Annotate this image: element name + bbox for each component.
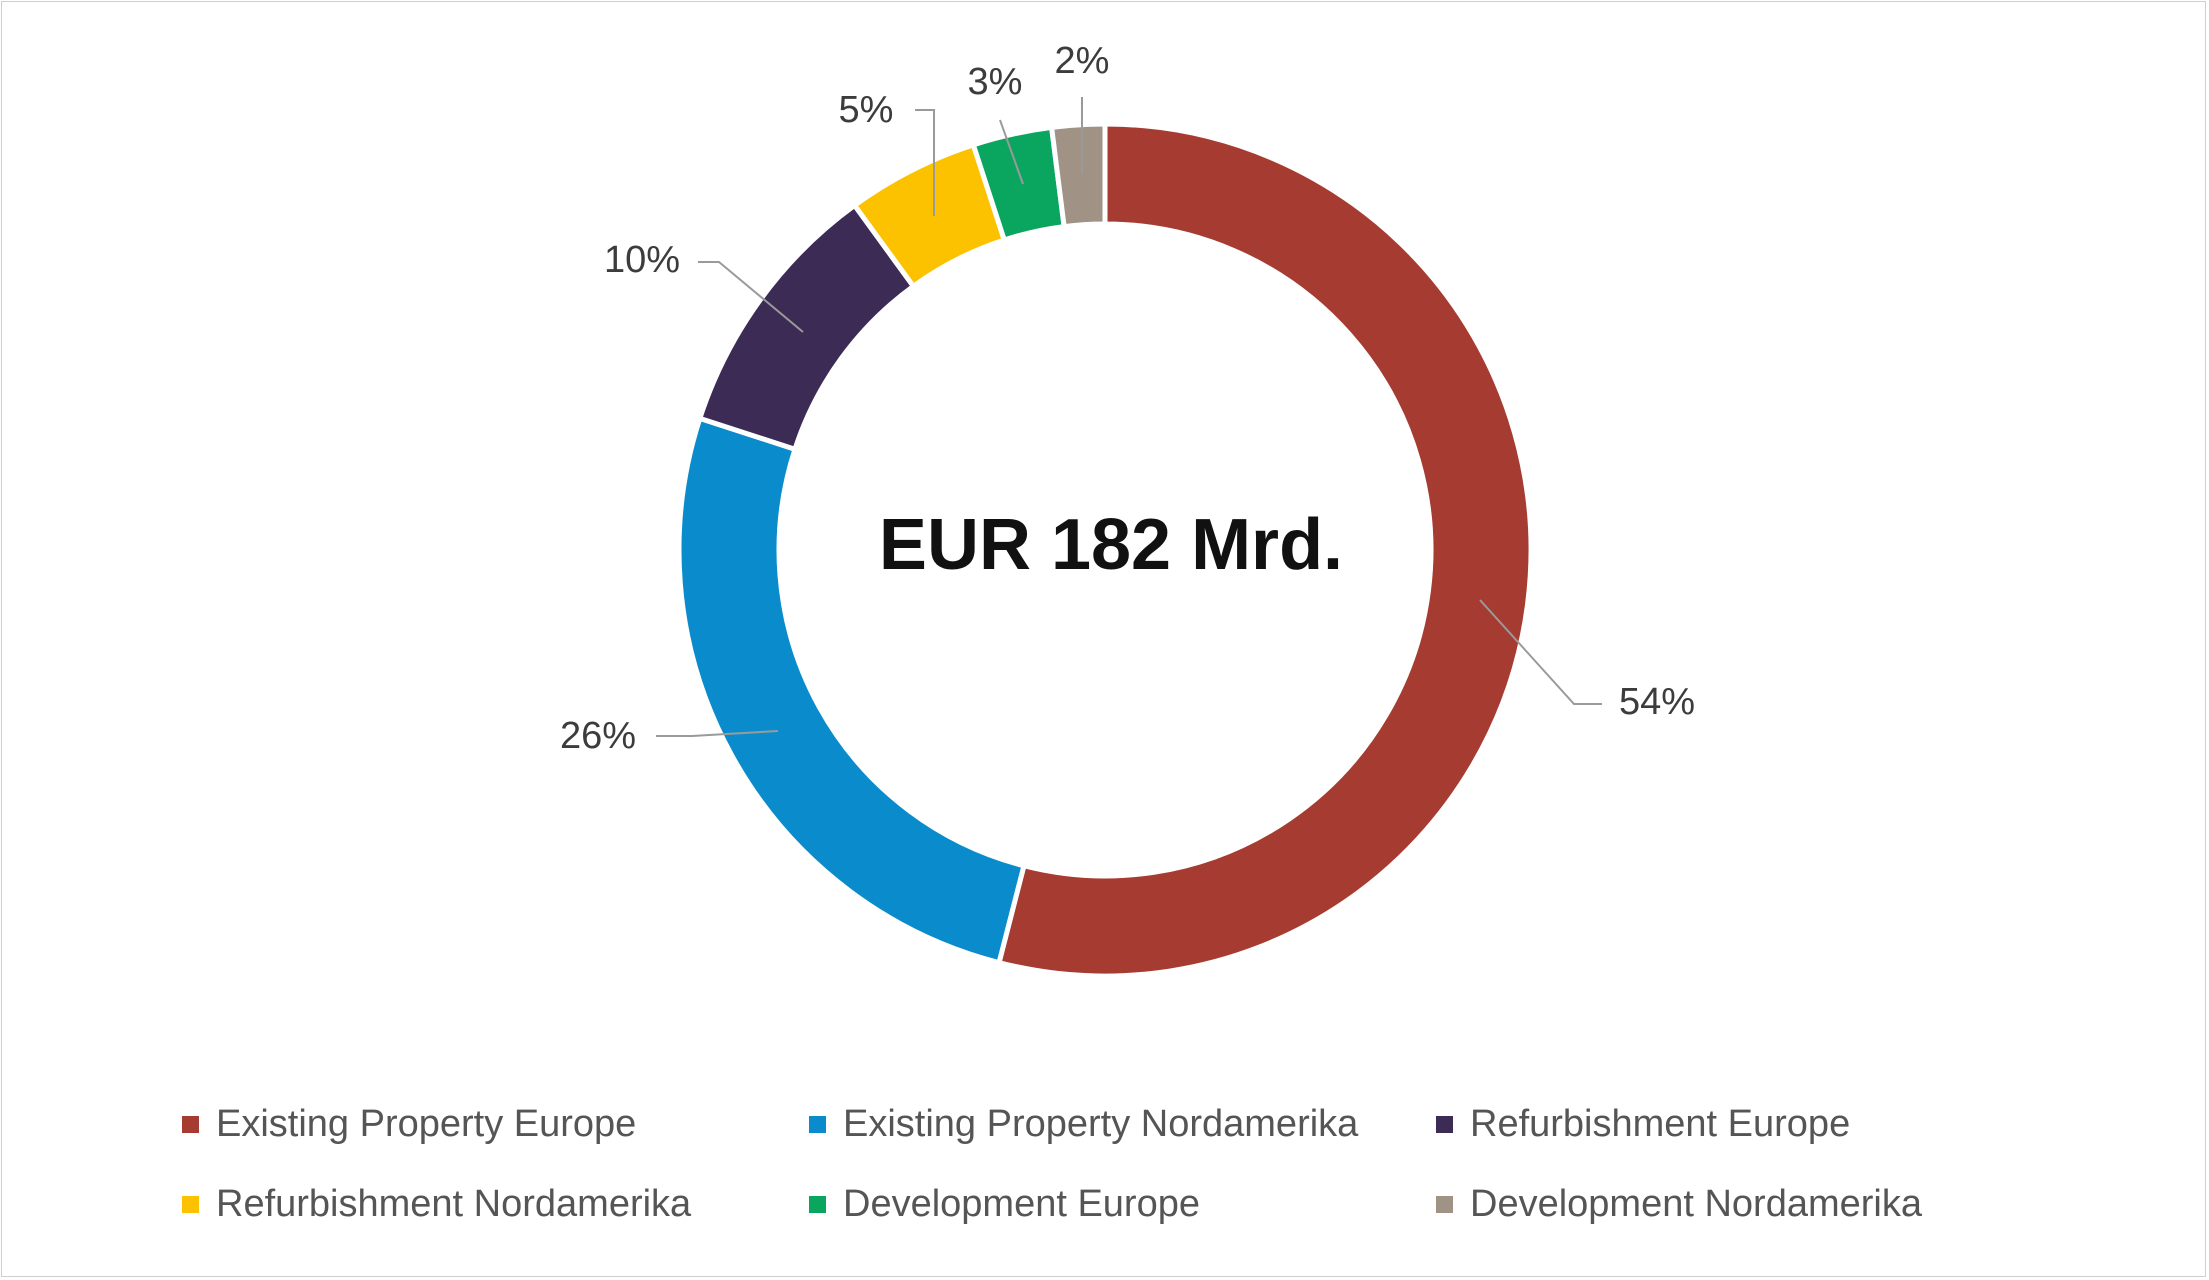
leader-line — [656, 730, 779, 737]
donut-slices — [676, 121, 1534, 979]
legend: Existing Property Europe Existing Propert… — [182, 1102, 2082, 1226]
legend-swatch — [809, 1115, 826, 1133]
value-label: 3% — [968, 61, 1023, 103]
slice-existing-property-europe — [996, 121, 1534, 979]
legend-swatch — [1436, 1115, 1453, 1133]
legend-item: Refurbishment Europe — [1436, 1102, 2063, 1146]
legend-swatch — [182, 1115, 199, 1133]
legend-label: Development Nordamerika — [1470, 1182, 1922, 1225]
value-label: 54% — [1619, 681, 1695, 723]
legend-item: Existing Property Nordamerika — [809, 1102, 1436, 1146]
slice-development-nordamerika — [1048, 121, 1108, 230]
value-labels: 54% 26% 10% 5% 3% 2% — [560, 40, 1695, 757]
center-total-label: EUR 182 Mrd. — [879, 505, 1343, 585]
value-label: 10% — [604, 239, 680, 281]
leader-lines — [656, 97, 1602, 737]
value-label: 2% — [1055, 40, 1110, 82]
legend-label: Refurbishment Nordamerika — [216, 1182, 692, 1225]
legend-item: Existing Property Europe — [182, 1102, 809, 1146]
legend-swatch — [182, 1195, 199, 1213]
legend-item: Development Europe — [809, 1182, 1436, 1226]
legend-label: Existing Property Nordamerika — [843, 1102, 1359, 1145]
legend-label: Existing Property Europe — [216, 1102, 637, 1145]
legend-item: Development Nordamerika — [1436, 1182, 2063, 1226]
value-label: 26% — [560, 715, 636, 757]
legend-swatch — [809, 1195, 826, 1213]
leader-line — [1479, 599, 1602, 705]
legend-item: Refurbishment Nordamerika — [182, 1182, 809, 1226]
legend-label: Development Europe — [843, 1182, 1200, 1225]
legend-swatch — [1436, 1195, 1453, 1213]
legend-label: Refurbishment Europe — [1470, 1102, 1851, 1145]
leader-line — [999, 119, 1024, 185]
leader-line — [698, 261, 804, 333]
slice-existing-property-nordamerika — [676, 415, 1027, 966]
leader-line — [915, 109, 935, 216]
value-label: 5% — [839, 89, 894, 131]
